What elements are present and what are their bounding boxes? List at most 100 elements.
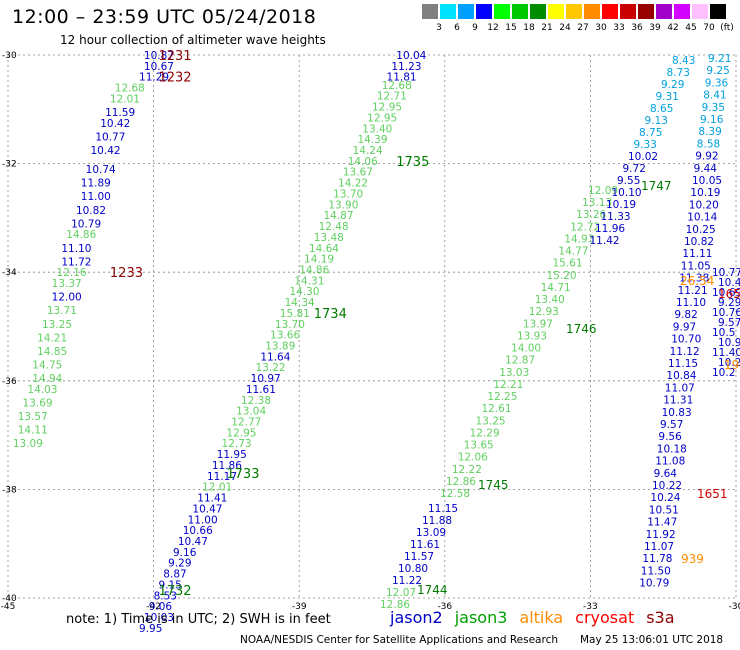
- swh-value: 11.42: [590, 235, 620, 247]
- scale-label: 33: [613, 23, 625, 33]
- swh-value: 13.70: [333, 188, 363, 200]
- swh-value: 10.20: [689, 199, 719, 211]
- footer-note: note: 1) Time is in UTC; 2) SWH is in fe…: [66, 612, 331, 627]
- time-label: 1231: [158, 49, 191, 64]
- swh-value: 14.77: [558, 246, 588, 258]
- swh-value: 12.06: [458, 452, 488, 464]
- swh-value: 10.22: [652, 480, 682, 492]
- swh-value: 11.33: [601, 211, 631, 223]
- time-label: 1744: [417, 583, 448, 597]
- swh-value: 9.25: [706, 65, 729, 77]
- swh-value: 10.67: [144, 61, 174, 73]
- swh-value: 9.72: [623, 163, 646, 175]
- time-label: 1734: [314, 307, 347, 322]
- swh-value: 14.30: [289, 286, 319, 298]
- scale-label: 42: [667, 23, 679, 33]
- scale-swatch: [494, 4, 510, 19]
- scale-label: 9: [472, 23, 478, 33]
- scale-swatch: [710, 4, 726, 19]
- swh-value: 10.47: [178, 536, 208, 548]
- swh-value: 12.86: [446, 476, 476, 488]
- scale-label: 21: [541, 23, 553, 33]
- swh-value: 9.29: [661, 79, 684, 91]
- swh-value: 12.01: [202, 482, 232, 494]
- swh-value: 9.82: [674, 309, 697, 321]
- swh-value: 14.64: [309, 243, 339, 255]
- swh-value: 11.57: [404, 551, 434, 563]
- swh-value: 12.07: [386, 587, 416, 599]
- time-label: 1651: [697, 487, 728, 501]
- swh-value: 14.86: [66, 229, 96, 241]
- swh-value: 10.5: [712, 327, 735, 339]
- swh-value: 11.81: [387, 72, 417, 84]
- scale-label: 15: [505, 23, 517, 33]
- swh-value: 8.53: [154, 590, 177, 602]
- swh-value: 11.15: [428, 503, 458, 515]
- swh-value: 9.55: [617, 175, 640, 187]
- swh-value: 13.90: [328, 199, 358, 211]
- swh-value: 14.00: [511, 343, 541, 355]
- swh-value: 10.05: [692, 175, 722, 187]
- swh-value: 12.68: [115, 83, 145, 95]
- swh-value: 9.29: [718, 297, 740, 309]
- scale-swatch: [638, 4, 654, 19]
- swh-value: 9.57: [660, 419, 683, 431]
- swh-value: 12.00: [52, 292, 82, 304]
- scale-swatch: [512, 4, 528, 19]
- swh-value: 12.01: [110, 93, 140, 105]
- scale-swatch: [620, 4, 636, 19]
- lon-label: -30: [729, 602, 740, 612]
- swh-value: 13.37: [52, 278, 82, 290]
- time-label: 1732: [158, 584, 191, 599]
- swh-value: 11.38: [679, 273, 709, 285]
- time-label: 939: [681, 552, 704, 566]
- swh-value: 13.65: [464, 440, 494, 452]
- swh-value: 11.22: [392, 575, 422, 587]
- swh-value: 9.16: [173, 547, 197, 559]
- swh-value: 9.06: [149, 601, 173, 613]
- swh-value: 14.85: [37, 346, 67, 358]
- lat-label: -32: [2, 160, 17, 170]
- footer-timestamp: May 25 13:06:01 UTC 2018: [580, 634, 724, 646]
- swh-value: 10.80: [398, 563, 428, 575]
- swh-value: 10.77: [712, 267, 740, 279]
- swh-value: 11.59: [105, 107, 135, 119]
- swh-value: 13.93: [517, 330, 547, 342]
- time-label: 1233: [110, 266, 143, 281]
- swh-value: 13.22: [256, 362, 286, 374]
- swh-value: 12.77: [231, 417, 261, 429]
- swh-value: 11.96: [595, 223, 625, 235]
- scale-swatch: [692, 4, 708, 19]
- swh-value: 8.87: [163, 569, 186, 581]
- swh-value: 10.47: [192, 503, 222, 515]
- legend-cryosat: cryosat: [575, 608, 635, 627]
- scale-swatch: [476, 4, 492, 19]
- swh-value: 12.68: [382, 80, 412, 92]
- scale-label: 6: [454, 23, 460, 33]
- swh-value: 10.76: [712, 307, 740, 319]
- time-label: 1232: [158, 71, 191, 86]
- swh-value: 11.29: [139, 72, 169, 84]
- swh-value: 9.29: [168, 558, 191, 570]
- swh-value: 14.75: [32, 360, 62, 372]
- scale-label: 12: [487, 23, 499, 33]
- swh-value: 11.72: [61, 256, 91, 268]
- swh-value: 14.22: [338, 178, 368, 190]
- swh-value: 11.17: [207, 471, 237, 483]
- swh-value: 13.26: [576, 209, 606, 221]
- swh-value: 11.08: [655, 456, 685, 468]
- swh-value: 14.24: [353, 145, 383, 157]
- swh-value: 13.67: [343, 167, 373, 179]
- swh-value: 13.40: [535, 294, 565, 306]
- swh-value: 12.61: [481, 403, 511, 415]
- swh-value: 15.61: [552, 258, 582, 270]
- lat-label: -36: [2, 377, 17, 387]
- swh-value: 9.35: [702, 102, 725, 114]
- scale-swatch: [566, 4, 582, 19]
- swh-value: 11.40: [712, 347, 740, 359]
- scale-swatch: [440, 4, 456, 19]
- swh-value: 9.44: [694, 163, 718, 175]
- swh-value: 14.94: [32, 373, 62, 385]
- swh-value: 11.31: [663, 395, 693, 407]
